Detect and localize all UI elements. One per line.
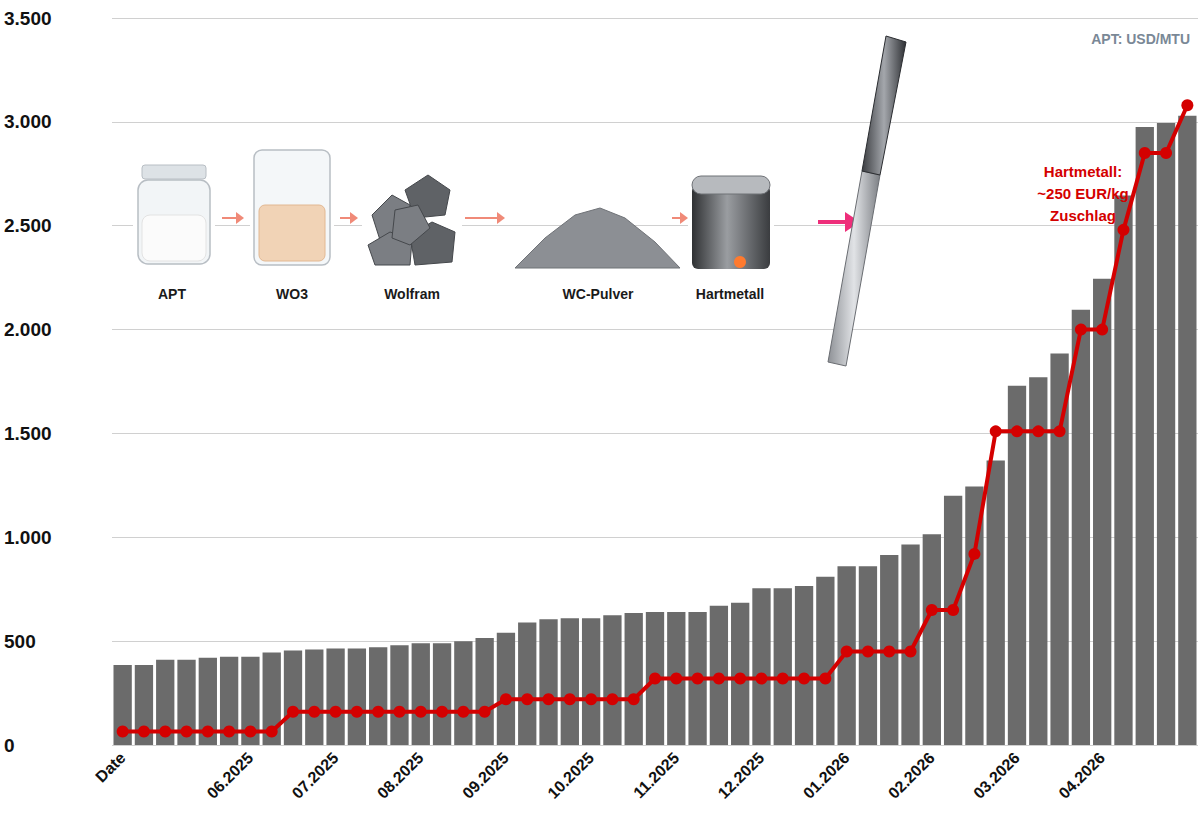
svg-text:WC-Pulver: WC-Pulver	[563, 286, 634, 302]
svg-text:08.2025: 08.2025	[374, 749, 427, 802]
svg-text:500: 500	[4, 631, 36, 652]
svg-text:Hartmetall:: Hartmetall:	[1044, 163, 1122, 180]
svg-text:Hartmetall: Hartmetall	[696, 286, 764, 302]
svg-text:0: 0	[4, 735, 15, 756]
svg-text:Wolfram: Wolfram	[384, 286, 440, 302]
svg-text:APT: USD/MTU: APT: USD/MTU	[1091, 31, 1190, 47]
svg-text:09.2025: 09.2025	[459, 749, 512, 802]
svg-text:2.500: 2.500	[4, 215, 52, 236]
svg-text:04.2026: 04.2026	[1055, 749, 1108, 802]
svg-text:1.500: 1.500	[4, 423, 52, 444]
svg-text:Zuschlag: Zuschlag	[1050, 207, 1116, 224]
svg-text:03.2026: 03.2026	[970, 749, 1023, 802]
svg-text:3.500: 3.500	[4, 8, 52, 29]
svg-text:06.2025: 06.2025	[204, 749, 257, 802]
svg-text:12.2025: 12.2025	[715, 749, 768, 802]
svg-text:07.2025: 07.2025	[289, 749, 342, 802]
svg-text:1.000: 1.000	[4, 527, 52, 548]
svg-text:11.2025: 11.2025	[630, 749, 682, 801]
svg-text:01.2026: 01.2026	[800, 749, 853, 802]
svg-text:~250 EUR/kg: ~250 EUR/kg	[1037, 185, 1128, 202]
svg-text:Date: Date	[92, 749, 129, 786]
svg-text:02.2026: 02.2026	[885, 749, 938, 802]
svg-text:2.000: 2.000	[4, 319, 52, 340]
svg-text:APT: APT	[158, 286, 186, 302]
svg-text:10.2025: 10.2025	[544, 749, 597, 802]
svg-text:WO3: WO3	[276, 286, 308, 302]
svg-text:3.000: 3.000	[4, 111, 52, 132]
